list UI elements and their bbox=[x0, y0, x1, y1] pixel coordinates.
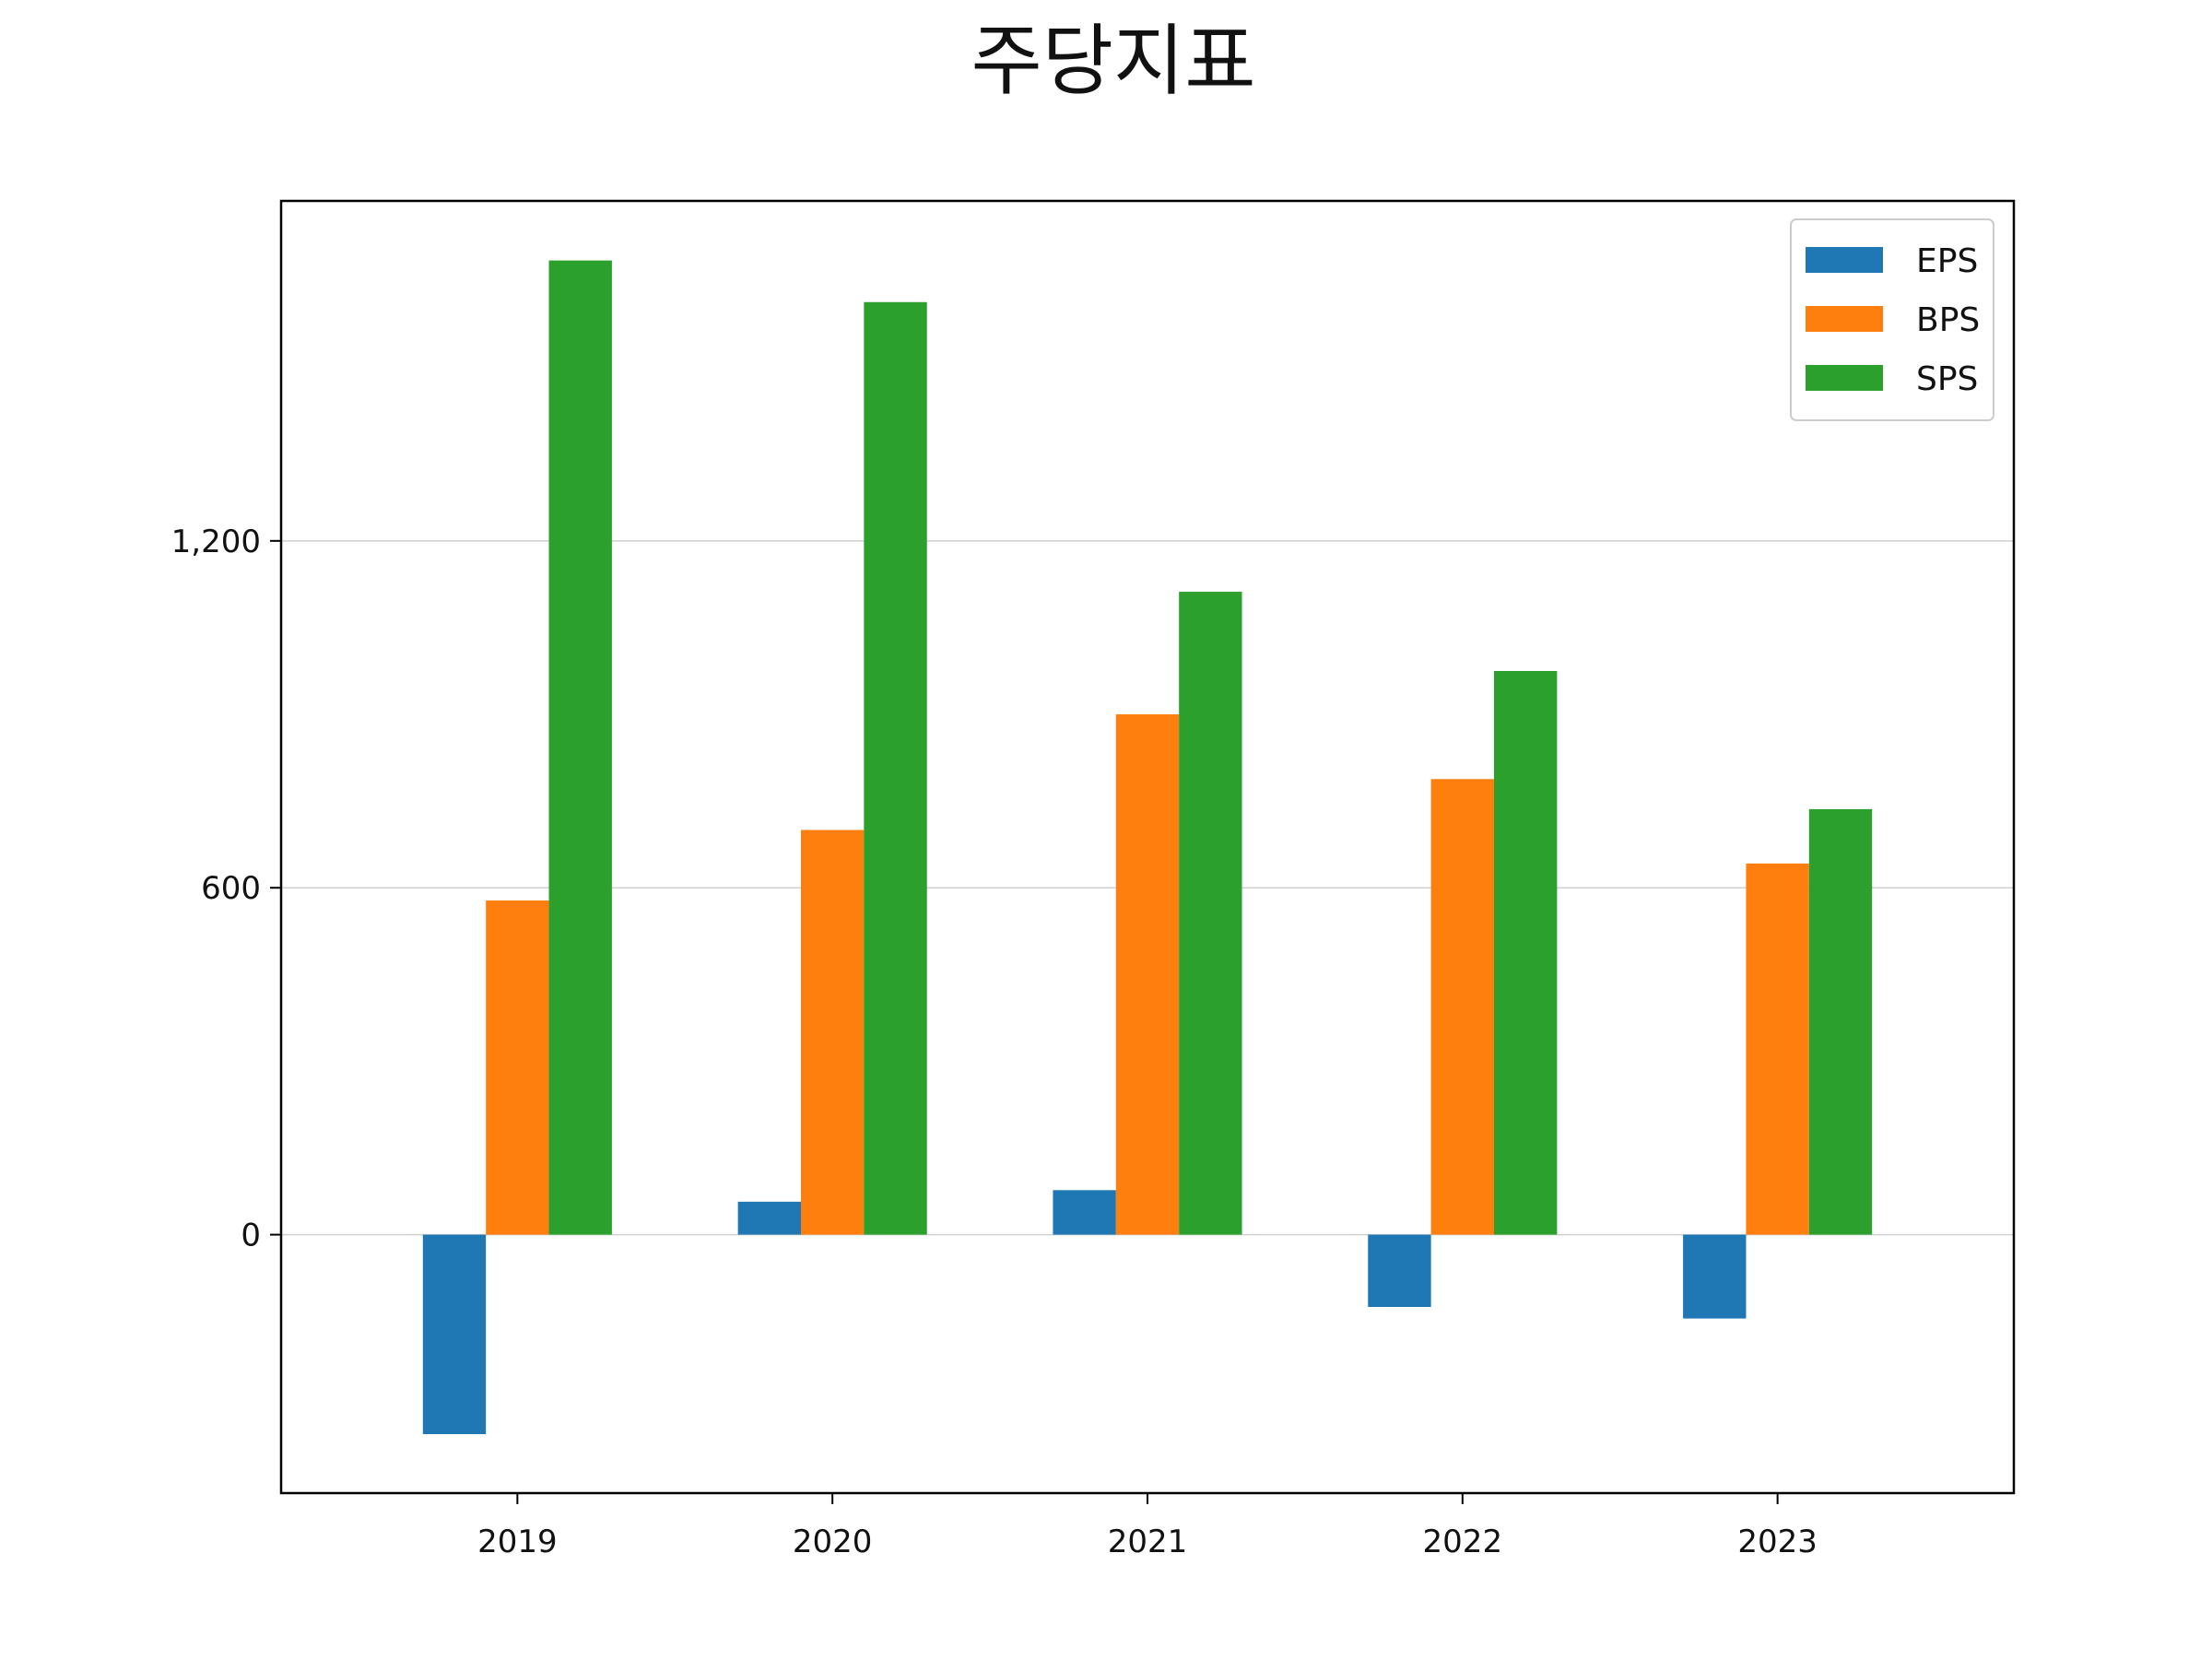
y-axis: 0 600 1,200 bbox=[171, 524, 281, 1254]
bar-bps-2019 bbox=[486, 900, 549, 1235]
bar-eps-2019 bbox=[422, 1234, 487, 1435]
bar-sps-2020 bbox=[864, 301, 927, 1235]
x-tick-label-1: 2020 bbox=[793, 1524, 873, 1560]
legend-swatch-eps bbox=[1806, 247, 1883, 273]
bar-sps-2023 bbox=[1808, 808, 1873, 1235]
bar-bps-2020 bbox=[801, 830, 865, 1235]
y-tick-label-0: 0 bbox=[241, 1218, 261, 1254]
legend-label-bps: BPS bbox=[1916, 301, 1980, 339]
x-axis: 2019 2020 2021 2022 2023 bbox=[477, 1493, 1818, 1560]
bar-sps-2022 bbox=[1494, 670, 1558, 1235]
bar-sps-2019 bbox=[548, 260, 612, 1235]
bar-bps-2021 bbox=[1115, 714, 1180, 1235]
legend: EPS BPS SPS bbox=[1790, 218, 1994, 421]
x-tick-label-2: 2021 bbox=[1108, 1524, 1188, 1560]
bar-bps-2023 bbox=[1746, 863, 1809, 1235]
bar-eps-2022 bbox=[1368, 1234, 1431, 1308]
bar-eps-2021 bbox=[1053, 1190, 1116, 1235]
y-tick-label-1: 600 bbox=[201, 870, 261, 907]
legend-label-sps: SPS bbox=[1916, 360, 1978, 398]
x-tick-label-0: 2019 bbox=[477, 1524, 558, 1560]
bar-eps-2023 bbox=[1683, 1234, 1747, 1319]
bar-bps-2022 bbox=[1430, 779, 1494, 1235]
legend-swatch-bps bbox=[1806, 306, 1883, 332]
legend-swatch-sps bbox=[1806, 365, 1883, 391]
bar-sps-2021 bbox=[1179, 592, 1242, 1235]
bars bbox=[422, 260, 1873, 1435]
legend-label-eps: EPS bbox=[1916, 242, 1978, 280]
bar-eps-2020 bbox=[737, 1201, 801, 1235]
x-tick-label-4: 2023 bbox=[1737, 1524, 1818, 1560]
chart-title: 주당지표 bbox=[971, 16, 1255, 106]
y-tick-label-2: 1,200 bbox=[171, 524, 261, 560]
x-tick-label-3: 2022 bbox=[1423, 1524, 1503, 1560]
